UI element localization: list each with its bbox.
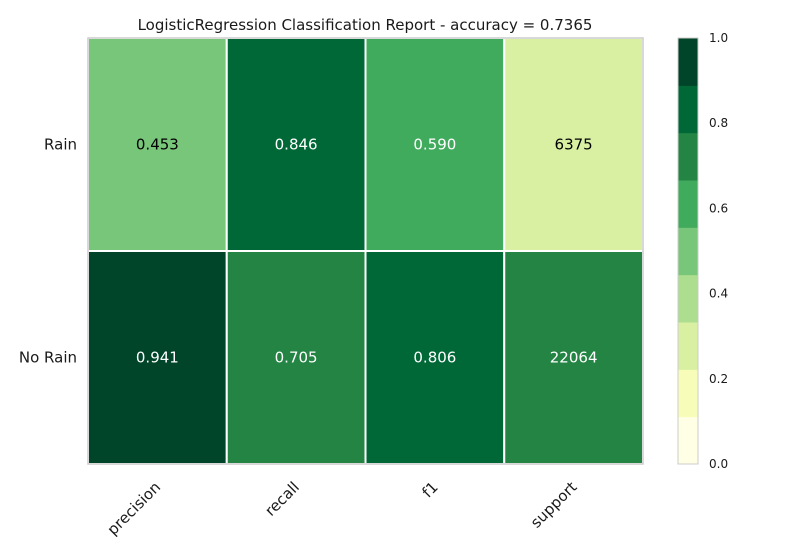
colorbar-tick-label: 0.0 bbox=[709, 457, 728, 471]
colorbar-tick-label: 1.0 bbox=[709, 31, 728, 45]
cell-value-label: 22064 bbox=[550, 349, 598, 367]
column-tick-label: support bbox=[527, 478, 581, 532]
colorbar-segment bbox=[678, 85, 698, 134]
cell-value-label: 0.590 bbox=[413, 136, 456, 154]
cell-value-label: 0.941 bbox=[136, 349, 179, 367]
column-labels: precision recall f1 support bbox=[104, 478, 581, 539]
colorbar-frame bbox=[677, 37, 699, 465]
colorbar-segment bbox=[678, 38, 698, 86]
colorbar-segment bbox=[678, 322, 698, 370]
cell-value-label: 0.705 bbox=[275, 349, 318, 367]
colorbar-tick-label: 0.6 bbox=[709, 201, 728, 215]
row-tick-label: Rain bbox=[44, 136, 77, 154]
plot-frame bbox=[87, 37, 644, 465]
colorbar-tick-label: 0.4 bbox=[709, 287, 728, 301]
column-tick-label: f1 bbox=[418, 478, 441, 501]
colorbar-segment bbox=[678, 416, 698, 465]
heatmap-cells: 0.453 0.846 0.590 6375 0.941 0.705 0.806 22064 bbox=[87, 37, 644, 465]
heatmap-cell bbox=[87, 250, 228, 465]
colorbar: 0.0 0.2 0.4 0.6 0.8 1.0 bbox=[677, 31, 728, 471]
heatmap-cell bbox=[503, 37, 644, 252]
cell-value-label: 0.453 bbox=[136, 136, 179, 154]
colorbar-segment bbox=[678, 132, 698, 181]
chart-title: LogisticRegression Classification Report… bbox=[138, 16, 593, 34]
heatmap-cell bbox=[503, 250, 644, 465]
colorbar-segment bbox=[678, 180, 698, 228]
row-tick-label: No Rain bbox=[19, 349, 77, 367]
cell-value-label: 0.846 bbox=[275, 136, 318, 154]
colorbar-segment bbox=[678, 369, 698, 418]
colorbar-segment bbox=[678, 274, 698, 323]
colorbar-tick-label: 0.2 bbox=[709, 372, 728, 386]
cell-value-label: 6375 bbox=[555, 136, 593, 154]
colorbar-tick-label: 0.8 bbox=[709, 116, 728, 130]
heatmap-cell bbox=[225, 37, 367, 252]
colorbar-segment bbox=[678, 227, 698, 276]
heatmap-cell bbox=[87, 37, 228, 252]
column-tick-label: precision bbox=[104, 478, 165, 539]
cell-value-label: 0.806 bbox=[413, 349, 456, 367]
column-tick-label: recall bbox=[261, 478, 303, 520]
row-labels: Rain No Rain bbox=[19, 136, 77, 367]
heatmap-cell bbox=[225, 250, 367, 465]
